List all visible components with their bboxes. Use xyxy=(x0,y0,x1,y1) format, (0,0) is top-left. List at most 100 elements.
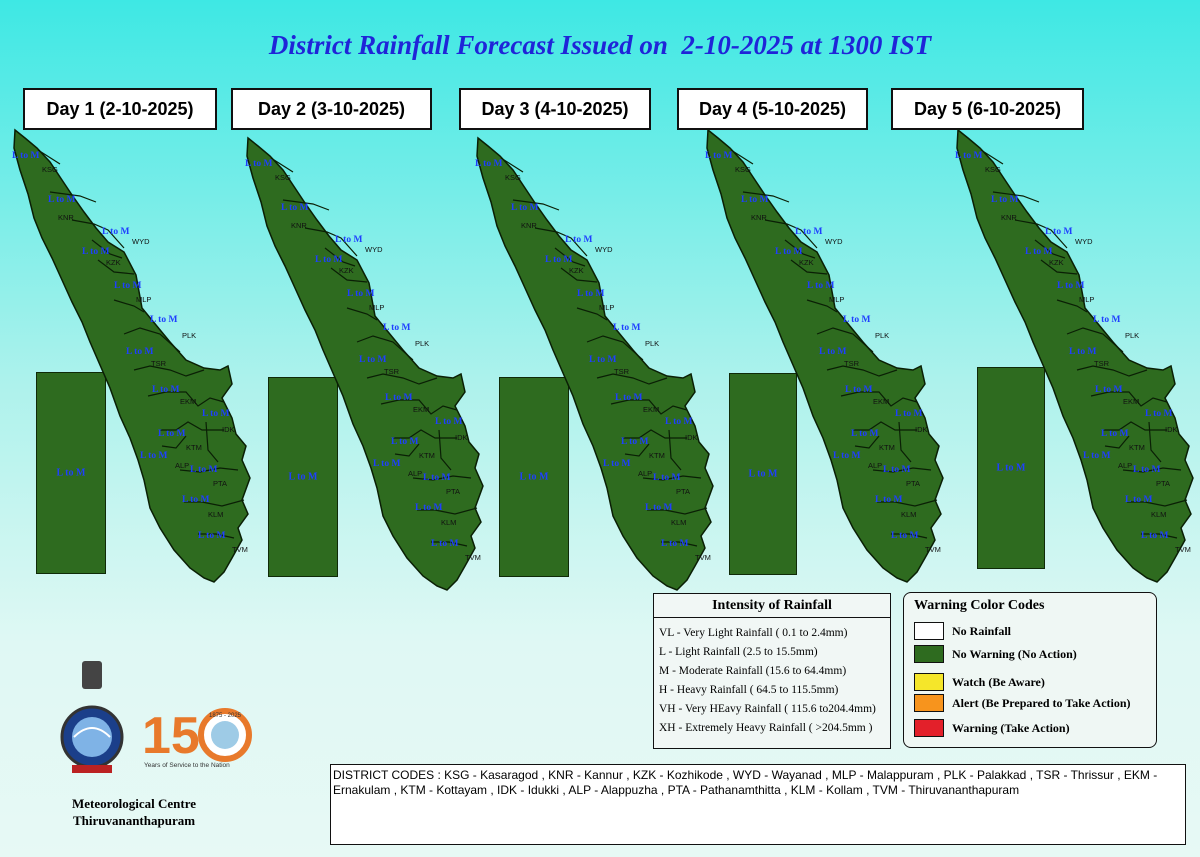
district-forecast-label: L to M xyxy=(1125,495,1152,505)
imd-emblem-icon xyxy=(60,661,124,773)
district-forecast-label: L to M xyxy=(1133,465,1160,475)
district-code-label: MLP xyxy=(829,295,844,304)
district-forecast-label: L to M xyxy=(347,289,374,299)
district-code-label: KLM xyxy=(1151,510,1166,519)
district-codes-box: DISTRICT CODES : KSG - Kasaragod , KNR -… xyxy=(330,764,1186,845)
district-code-label: KTM xyxy=(879,443,895,452)
warning-color-legend: Warning Color Codes No Rainfall No Warni… xyxy=(903,592,1157,748)
district-forecast-label: L to M xyxy=(12,151,39,161)
district-code-label: KLM xyxy=(441,518,456,527)
district-code-label: TSR xyxy=(1094,359,1110,368)
district-forecast-label: L to M xyxy=(955,151,982,161)
district-forecast-label: L to M xyxy=(545,255,572,265)
district-code-label: TVM xyxy=(695,553,711,562)
district-forecast-label: L to M xyxy=(621,437,648,447)
district-code-label: KSG xyxy=(985,165,1001,174)
district-forecast-label: L to M xyxy=(140,451,167,461)
district-forecast-label: L to M xyxy=(613,323,640,333)
district-code-label: TVM xyxy=(465,553,481,562)
warning-swatch xyxy=(914,622,944,640)
district-forecast-label: L to M xyxy=(435,417,462,427)
district-code-label: ALP xyxy=(408,469,422,478)
warning-legend-title: Warning Color Codes xyxy=(914,598,1045,613)
district-code-label: EKM xyxy=(1123,397,1139,406)
district-forecast-label: L to M xyxy=(875,495,902,505)
district-forecast-label: L to M xyxy=(1057,281,1084,291)
offshore-forecast-day-1: L to M xyxy=(56,467,86,479)
district-forecast-label: L to M xyxy=(741,195,768,205)
district-code-label: PLK xyxy=(875,331,889,340)
warning-label: Warning (Take Action) xyxy=(952,720,1070,735)
district-forecast-label: L to M xyxy=(807,281,834,291)
district-code-label: PTA xyxy=(906,479,920,488)
offshore-panel-day-5: L to M xyxy=(977,367,1045,569)
district-forecast-label: L to M xyxy=(126,347,153,357)
warning-row-warning: Warning (Take Action) xyxy=(914,719,1070,737)
district-code-label: KZK xyxy=(339,266,354,275)
district-code-label: TSR xyxy=(151,359,167,368)
day-1-label: Day 1 (2-10-2025) xyxy=(23,88,217,130)
district-forecast-label: L to M xyxy=(795,227,822,237)
district-code-label: ALP xyxy=(868,461,882,470)
district-forecast-label: L to M xyxy=(391,437,418,447)
district-forecast-label: L to M xyxy=(1083,451,1110,461)
intensity-item: H - Heavy Rainfall ( 64.5 to 115.5mm) xyxy=(659,684,839,696)
district-forecast-label: L to M xyxy=(819,347,846,357)
offshore-forecast-day-5: L to M xyxy=(996,462,1026,474)
warning-label: Alert (Be Prepared to Take Action) xyxy=(952,695,1131,710)
district-forecast-label: L to M xyxy=(883,465,910,475)
district-code-label: KZK xyxy=(569,266,584,275)
district-code-label: PTA xyxy=(446,487,460,496)
district-code-label: KNR xyxy=(521,221,537,230)
district-code-label: EKM xyxy=(180,397,196,406)
district-code-label: PLK xyxy=(182,331,196,340)
district-forecast-label: L to M xyxy=(1045,227,1072,237)
district-code-label: IDK xyxy=(1165,425,1178,434)
district-forecast-label: L to M xyxy=(385,393,412,403)
district-forecast-label: L to M xyxy=(315,255,342,265)
district-code-label: MLP xyxy=(136,295,151,304)
district-code-label: MLP xyxy=(369,303,384,312)
district-code-label: KZK xyxy=(1049,258,1064,267)
district-forecast-label: L to M xyxy=(198,531,225,541)
district-forecast-label: L to M xyxy=(577,289,604,299)
district-forecast-label: L to M xyxy=(1145,409,1172,419)
offshore-panel-day-3: L to M xyxy=(499,377,569,577)
offshore-forecast-day-3: L to M xyxy=(519,471,549,483)
district-code-label: PLK xyxy=(645,339,659,348)
warning-label: No Rainfall xyxy=(952,623,1012,638)
district-code-label: EKM xyxy=(643,405,659,414)
logo-150-caption: Years of Service to the Nation xyxy=(144,762,230,769)
district-forecast-label: L to M xyxy=(82,247,109,257)
district-forecast-label: L to M xyxy=(423,473,450,483)
organization-line-1: Meteorological Centre xyxy=(71,796,197,811)
district-forecast-label: L to M xyxy=(102,227,129,237)
district-code-label: KNR xyxy=(751,213,767,222)
district-forecast-label: L to M xyxy=(653,473,680,483)
district-forecast-label: L to M xyxy=(373,459,400,469)
district-code-label: KLM xyxy=(671,518,686,527)
district-code-label: PLK xyxy=(415,339,429,348)
district-code-label: PTA xyxy=(676,487,690,496)
district-code-label: KTM xyxy=(1129,443,1145,452)
district-code-label: TSR xyxy=(844,359,860,368)
day-2-label: Day 2 (3-10-2025) xyxy=(231,88,432,130)
district-forecast-label: L to M xyxy=(891,531,918,541)
warning-row-no-rainfall: No Rainfall xyxy=(914,622,1011,640)
district-forecast-label: L to M xyxy=(1095,385,1122,395)
district-forecast-label: L to M xyxy=(589,355,616,365)
district-forecast-label: L to M xyxy=(431,539,458,549)
district-forecast-label: L to M xyxy=(1069,347,1096,357)
district-code-label: TSR xyxy=(384,367,400,376)
district-code-label: WYD xyxy=(132,237,150,246)
district-forecast-label: L to M xyxy=(1141,531,1168,541)
warning-row-watch: Watch (Be Aware) xyxy=(914,673,1045,691)
district-code-label: KSG xyxy=(735,165,751,174)
organization-line-2: Thiruvananthapuram xyxy=(72,813,196,828)
district-code-label: IDK xyxy=(455,433,468,442)
intensity-item: XH - Extremely Heavy Rainfall ( >204.5mm… xyxy=(659,722,873,734)
warning-swatch xyxy=(914,645,944,663)
district-code-label: IDK xyxy=(685,433,698,442)
district-code-label: ALP xyxy=(1118,461,1132,470)
